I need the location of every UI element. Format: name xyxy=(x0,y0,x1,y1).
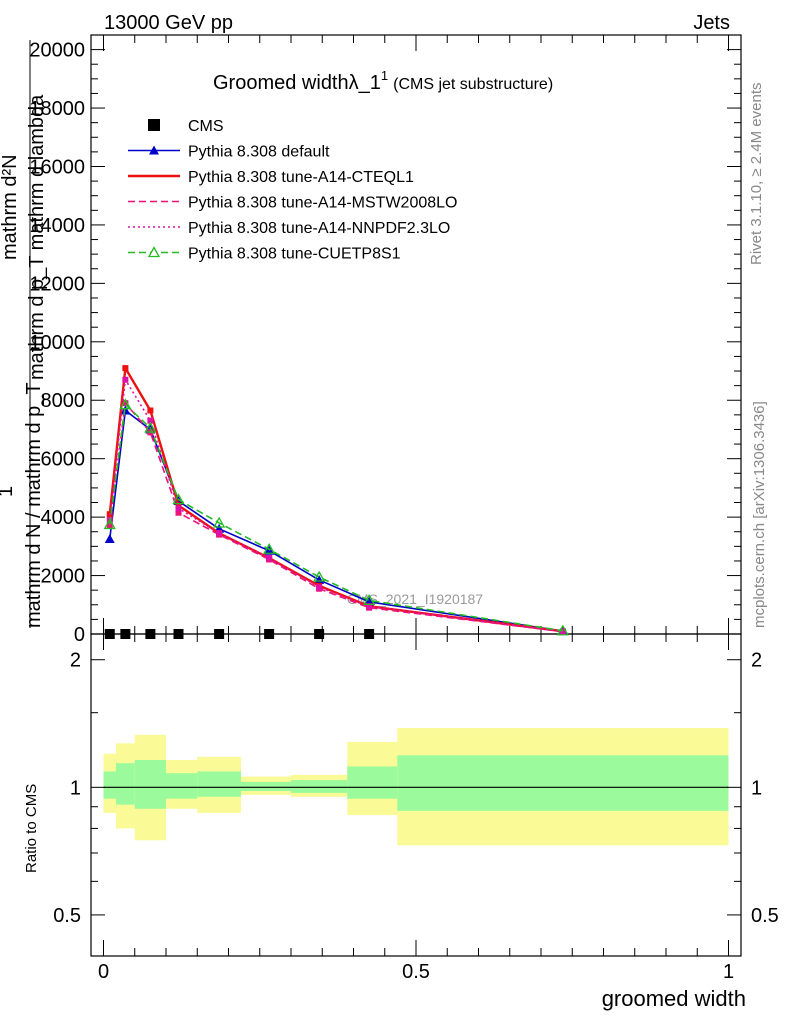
legend-label: Pythia 8.308 tune-A14-MSTW2008LO xyxy=(188,195,457,212)
series-marker xyxy=(175,509,182,516)
title-superscript: 1 xyxy=(381,68,388,83)
xtick-label: 0.5 xyxy=(402,961,430,983)
chart-title: Groomed widthλ_11 (CMS jet substructure) xyxy=(213,68,553,94)
legend-label: Pythia 8.308 tune-A14-NNPDF2.3LO xyxy=(188,220,450,237)
legend-marker xyxy=(149,145,159,155)
series-marker xyxy=(213,516,226,528)
series-marker xyxy=(122,400,129,407)
cms-data-point xyxy=(264,629,275,639)
series-marker xyxy=(147,417,154,424)
cms-data-point xyxy=(173,629,184,639)
series-marker xyxy=(363,594,376,606)
main-ytick-label: 20000 xyxy=(29,40,85,62)
ylabel-denominator: mathrm d N / mathrm d p_T xyxy=(23,382,45,628)
series-marker xyxy=(122,376,129,383)
series-marker xyxy=(119,398,132,410)
series-marker xyxy=(559,628,566,635)
ratio-ylabel: Ratio to CMS xyxy=(23,784,40,873)
cms-data-point xyxy=(145,629,156,639)
series-marker xyxy=(264,545,275,555)
series-marker xyxy=(266,555,273,562)
series-line xyxy=(108,408,563,632)
ylabel-numerator: mathrm d²N xyxy=(0,154,21,260)
series-marker xyxy=(316,584,323,591)
ylabel-numerator-2: mathrm d p_T mathrm d lambda xyxy=(26,94,48,380)
stat-band-bin xyxy=(241,781,291,792)
xtick-label: 1 xyxy=(723,961,734,983)
cms-data-point xyxy=(104,629,115,639)
series-marker xyxy=(313,570,326,582)
main-ytick-label: 0 xyxy=(74,624,85,646)
ratio-ytick-label: 0.5 xyxy=(53,905,81,927)
series-marker xyxy=(104,534,115,544)
ratio-ytick-label: 1 xyxy=(70,777,81,799)
legend-marker xyxy=(148,119,160,131)
main-ytick-label: 10000 xyxy=(29,332,85,354)
x-ticks: 0 0.5 1 xyxy=(98,35,734,983)
ratio-bands xyxy=(103,728,729,846)
stat-band-bin xyxy=(166,773,198,799)
series-marker xyxy=(175,505,182,512)
legend-label: Pythia 8.308 tune-CUETP8S1 xyxy=(188,246,401,263)
legend-marker xyxy=(147,246,161,258)
ratio-ytick-label: 2 xyxy=(70,650,81,672)
main-ytick-label: 12000 xyxy=(29,273,85,295)
series-marker xyxy=(106,522,113,529)
main-ytick-label: 4000 xyxy=(41,507,86,529)
series-line xyxy=(108,401,563,633)
header-left-label: 13000 GeV pp xyxy=(104,12,233,34)
title-suffix: (CMS jet substructure) xyxy=(393,76,553,93)
series-marker xyxy=(147,407,154,414)
xtick-label: 0 xyxy=(98,961,109,983)
legend-label: CMS xyxy=(188,118,224,135)
mcplots-side-label: mcplots.cern.ch [arXiv:1306.3436] xyxy=(751,401,768,628)
series-marker xyxy=(216,530,223,537)
stat-band-bin xyxy=(134,760,166,809)
svg-text:Groomed widthλ_11(CMS jet subs: Groomed widthλ_11 (CMS jet substructure) xyxy=(213,68,553,94)
series-marker xyxy=(122,365,129,372)
cms-data-point xyxy=(214,629,225,639)
stat-band-bin xyxy=(197,771,241,797)
stat-band-bin xyxy=(397,755,729,811)
ylabel-one: 1 xyxy=(0,486,17,497)
legend: CMS Pythia 8.308 default Pythia 8.308 tune… xyxy=(128,118,457,263)
stat-band-bin xyxy=(347,766,398,799)
x-axis-label: groomed width xyxy=(602,986,746,1011)
rivet-side-label: Rivet 3.1.10, ≥ 2.4M events xyxy=(748,83,765,266)
main-ytick-label: 6000 xyxy=(41,449,86,471)
title-symbol: λ_1 xyxy=(349,72,381,94)
cms-data-point xyxy=(120,629,131,639)
main-ytick-label: 14000 xyxy=(29,215,85,237)
series-marker xyxy=(172,493,185,505)
series-marker xyxy=(366,603,373,610)
series-layer xyxy=(103,364,569,639)
main-ylabel: mathrm d²N mathrm d p_T mathrm d lambda … xyxy=(0,40,48,628)
main-ytick-label: 16000 xyxy=(29,156,85,178)
cms-data-point xyxy=(314,629,325,639)
title-main: Groomed width xyxy=(213,72,349,94)
legend-label: Pythia 8.308 tune-A14-CTEQL1 xyxy=(188,169,414,186)
stat-band-bin xyxy=(103,771,116,799)
series-line xyxy=(108,402,563,632)
stat-band-bin xyxy=(116,763,135,805)
legend-label: Pythia 8.308 default xyxy=(188,144,330,161)
series-marker xyxy=(556,624,569,636)
main-ytick-label: 8000 xyxy=(41,390,86,412)
main-ytick-label: 18000 xyxy=(29,98,85,120)
ratio-ytick-label-right: 2 xyxy=(751,650,762,672)
main-ytick-label: 2000 xyxy=(41,566,86,588)
header-right-label: Jets xyxy=(693,12,730,34)
series-marker xyxy=(103,518,116,530)
ratio-ytick-label-right: 0.5 xyxy=(751,905,779,927)
ratio-y-ticks: 0.5 0.5 1 1 2 2 xyxy=(53,650,779,927)
series-marker xyxy=(314,574,325,584)
ratio-ytick-label-right: 1 xyxy=(751,777,762,799)
cms-data-point xyxy=(364,629,375,639)
series-marker xyxy=(263,542,276,554)
stat-band-bin xyxy=(291,780,348,793)
series-marker xyxy=(144,421,157,433)
main-y-ticks: 0 2000 4000 6000 8000 10000 12000 14000 16000 180… xyxy=(29,40,741,646)
